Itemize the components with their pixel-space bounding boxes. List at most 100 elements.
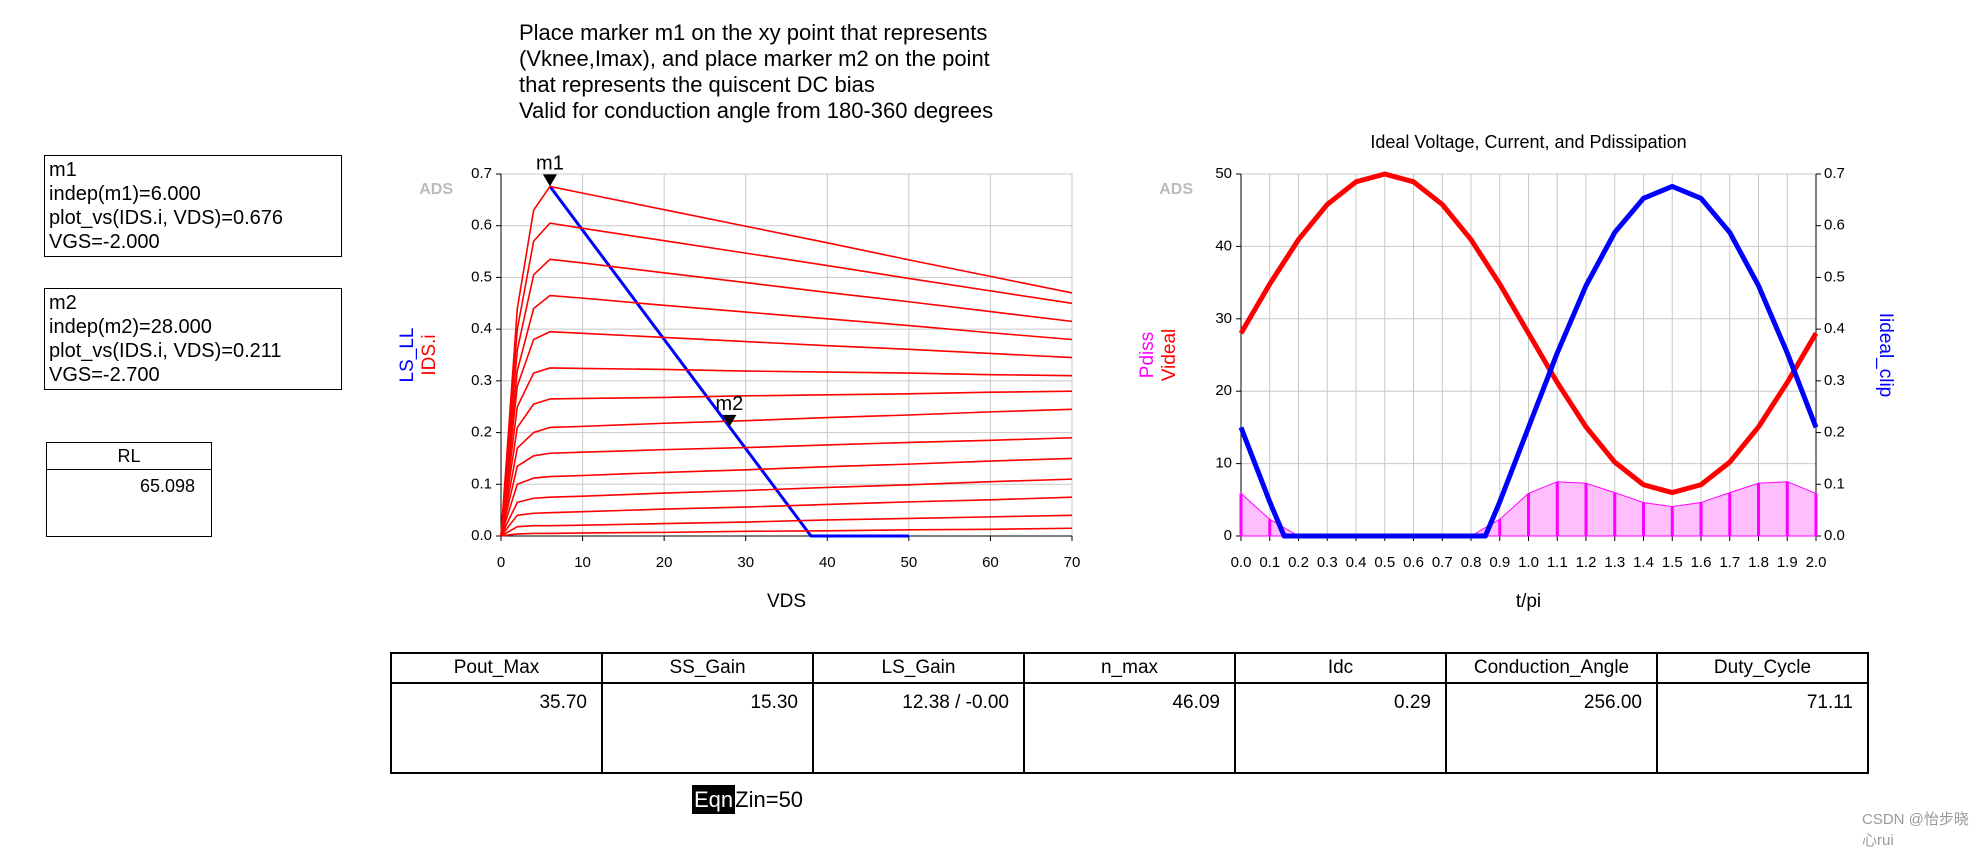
chart-title: Ideal Voltage, Current, and Pdissipation bbox=[1370, 132, 1686, 152]
y2-tick-label: 0.0 bbox=[1824, 527, 1845, 544]
eqn-tag: Eqn bbox=[692, 785, 736, 814]
x-tick-label: 2.0 bbox=[1806, 554, 1827, 571]
curve bbox=[500, 222, 1073, 537]
x-tick-label: 0.2 bbox=[1288, 554, 1309, 571]
x-tick-label: 0.9 bbox=[1489, 554, 1510, 571]
y-tick-label: 0.7 bbox=[471, 165, 492, 182]
x-tick-label: 0.8 bbox=[1461, 554, 1482, 571]
y-tick-label: 0.2 bbox=[471, 424, 492, 441]
cell: 256.00 bbox=[1445, 683, 1658, 774]
curve bbox=[500, 258, 1073, 537]
note: Place marker m1 on the xy point that rep… bbox=[519, 20, 993, 124]
y-tick-label: 0 bbox=[1224, 527, 1232, 544]
cell: 15.30 bbox=[601, 683, 814, 774]
rl-value: 65.098 bbox=[139, 476, 195, 496]
y2-tick-label: 0.5 bbox=[1824, 268, 1845, 285]
x-tick-label: 1.8 bbox=[1748, 554, 1769, 571]
marker-label: m1 bbox=[536, 153, 564, 175]
x-tick-label: 40 bbox=[819, 554, 836, 571]
cell: 71.11 bbox=[1656, 683, 1869, 774]
y-tick-label: 0.5 bbox=[471, 268, 492, 285]
curve bbox=[1238, 183, 1819, 539]
x-tick-label: 0.5 bbox=[1374, 554, 1395, 571]
y-tick-label: 20 bbox=[1215, 382, 1232, 399]
marker-line: VGS=-2.000 bbox=[49, 231, 160, 253]
header-cell: Duty_Cycle bbox=[1656, 652, 1869, 684]
x-tick-label: 0.0 bbox=[1231, 554, 1252, 571]
curve bbox=[1238, 171, 1819, 496]
marker-label: m2 bbox=[716, 393, 744, 415]
x-tick-label: 10 bbox=[574, 554, 591, 571]
x-tick-label: 1.2 bbox=[1576, 554, 1597, 571]
y-tick-label: 0.0 bbox=[471, 527, 492, 544]
rl-box: RL 65.098 bbox=[46, 442, 212, 537]
x-tick-label: 1.5 bbox=[1662, 554, 1683, 571]
results-table: Pout_Max SS_Gain LS_Gain n_max Idc Condu… bbox=[390, 652, 1869, 774]
cell: 12.38 / -0.00 bbox=[812, 683, 1025, 774]
y2-tick-label: 0.1 bbox=[1824, 475, 1845, 492]
header-cell: Conduction_Angle bbox=[1445, 652, 1658, 684]
x-tick-label: 60 bbox=[982, 554, 999, 571]
x-tick-label: 20 bbox=[656, 554, 673, 571]
y-axis-label: Pdiss bbox=[1137, 332, 1158, 378]
curve bbox=[500, 390, 1073, 537]
y2-tick-label: 0.6 bbox=[1824, 217, 1845, 234]
y-tick-label: 50 bbox=[1215, 165, 1232, 182]
y-tick-label: 10 bbox=[1215, 455, 1232, 472]
y2-axis-label: Iideal_clip bbox=[1875, 313, 1896, 398]
curve bbox=[500, 436, 1073, 537]
y2-tick-label: 0.3 bbox=[1824, 372, 1845, 389]
header-cell: Pout_Max bbox=[390, 652, 603, 684]
curve bbox=[548, 185, 909, 538]
marker-line: m1 bbox=[49, 159, 77, 181]
x-tick-label: 0.4 bbox=[1346, 554, 1367, 571]
x-tick-label: 1.9 bbox=[1777, 554, 1798, 571]
y-axis-label: LS_LL bbox=[397, 328, 418, 383]
rl-header: RL bbox=[47, 443, 211, 470]
x-tick-label: 1.6 bbox=[1691, 554, 1712, 571]
curve bbox=[500, 408, 1073, 537]
x-tick-label: 30 bbox=[737, 554, 754, 571]
cell: 0.29 bbox=[1234, 683, 1447, 774]
note-line: Place marker m1 on the xy point that rep… bbox=[519, 20, 988, 45]
y-tick-label: 0.1 bbox=[471, 475, 492, 492]
curve bbox=[500, 514, 1073, 537]
marker-line: plot_vs(IDS.i, VDS)=0.211 bbox=[49, 340, 282, 362]
y-tick-label: 0.6 bbox=[471, 217, 492, 234]
watermark: ADS bbox=[419, 181, 453, 198]
y-tick-label: 30 bbox=[1215, 310, 1232, 327]
x-tick-label: 50 bbox=[901, 554, 918, 571]
y2-tick-label: 0.7 bbox=[1824, 165, 1845, 182]
note-line: Valid for conduction angle from 180-360 … bbox=[519, 98, 994, 123]
x-tick-label: 1.4 bbox=[1633, 554, 1654, 571]
note-line: (Vknee,Imax), and place marker m2 on the… bbox=[519, 46, 990, 71]
marker-box: m2 indep(m2)=28.000 plot_vs(IDS.i, VDS)=… bbox=[44, 288, 342, 390]
curve bbox=[500, 478, 1073, 537]
curve bbox=[500, 527, 1073, 537]
marker-line: indep(m1)=6.000 bbox=[49, 183, 201, 205]
x-tick-label: 0.1 bbox=[1259, 554, 1280, 571]
x-axis-label: t/pi bbox=[1516, 591, 1541, 612]
curve bbox=[500, 294, 1073, 537]
eqn-text: Zin=50 bbox=[735, 787, 804, 812]
y-tick-label: 0.4 bbox=[471, 320, 492, 337]
x-tick-label: 0.3 bbox=[1317, 554, 1338, 571]
x-tick-label: 1.3 bbox=[1604, 554, 1625, 571]
cell: 35.70 bbox=[390, 683, 603, 774]
x-tick-label: 0.6 bbox=[1403, 554, 1424, 571]
y2-tick-label: 0.4 bbox=[1824, 320, 1845, 337]
note-line: that represents the quiscent DC bias bbox=[519, 72, 875, 97]
x-tick-label: 1.1 bbox=[1547, 554, 1568, 571]
curve bbox=[500, 185, 1073, 537]
x-tick-label: 1.7 bbox=[1719, 554, 1740, 571]
header-cell: Idc bbox=[1234, 652, 1447, 684]
marker-line: indep(m2)=28.000 bbox=[49, 316, 212, 338]
marker-box: m1 indep(m1)=6.000 plot_vs(IDS.i, VDS)=0… bbox=[44, 155, 342, 257]
marker-line: VGS=-2.700 bbox=[49, 364, 160, 386]
watermark: ADS bbox=[1159, 181, 1193, 198]
header-cell: SS_Gain bbox=[601, 652, 814, 684]
x-tick-label: 70 bbox=[1064, 554, 1081, 571]
y-tick-label: 0.3 bbox=[471, 372, 492, 389]
